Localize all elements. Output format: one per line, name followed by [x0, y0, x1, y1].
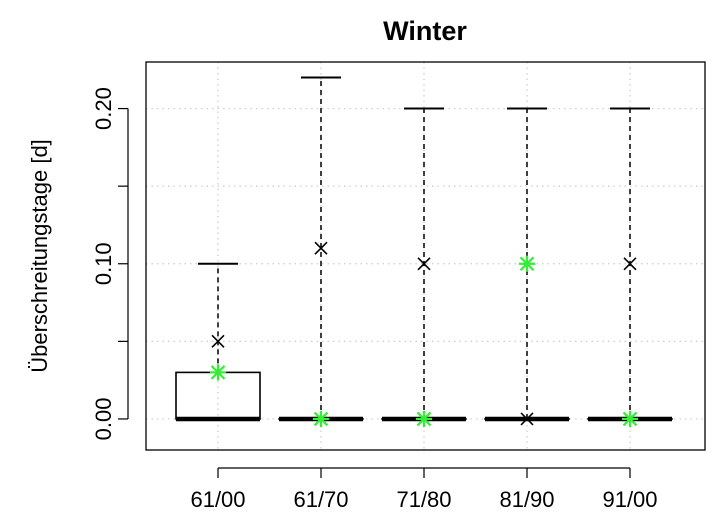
y-tick-label-4: 0.20 — [91, 87, 116, 130]
box-71-80 — [381, 107, 467, 428]
y-tick-label-2: 0.10 — [91, 242, 116, 285]
x-tick-label-3: 81/90 — [499, 487, 554, 512]
mean-marker — [417, 257, 431, 271]
x-tick-label-0: 61/00 — [190, 487, 245, 512]
mean-marker — [623, 257, 637, 271]
box-61-00 — [175, 262, 261, 422]
y-tick-label-0: 0.00 — [91, 398, 116, 441]
box-81-90 — [484, 107, 570, 426]
green-marker — [209, 364, 227, 381]
mean-marker — [520, 412, 534, 426]
x-tick-label-4: 91/00 — [602, 487, 657, 512]
mean-marker — [314, 241, 328, 255]
x-tick-label-1: 61/70 — [293, 487, 348, 512]
grid-lines — [146, 62, 705, 450]
green-marker — [518, 255, 536, 272]
box-series — [175, 76, 673, 428]
green-marker — [312, 410, 330, 428]
box-61-70 — [278, 76, 364, 428]
box-91-00 — [587, 107, 673, 428]
green-marker — [415, 410, 433, 428]
x-tick-label-2: 71/80 — [396, 487, 451, 512]
green-marker — [621, 410, 639, 428]
mean-marker — [211, 334, 225, 348]
plot-frame — [145, 61, 706, 451]
chart-title: Winter — [383, 16, 467, 46]
y-axis-label: Überschreitungstage [d] — [27, 139, 52, 373]
y-axis: 0.00 0.10 0.20 — [91, 87, 129, 441]
x-axis: 61/00 61/70 71/80 81/90 91/00 — [190, 467, 658, 512]
